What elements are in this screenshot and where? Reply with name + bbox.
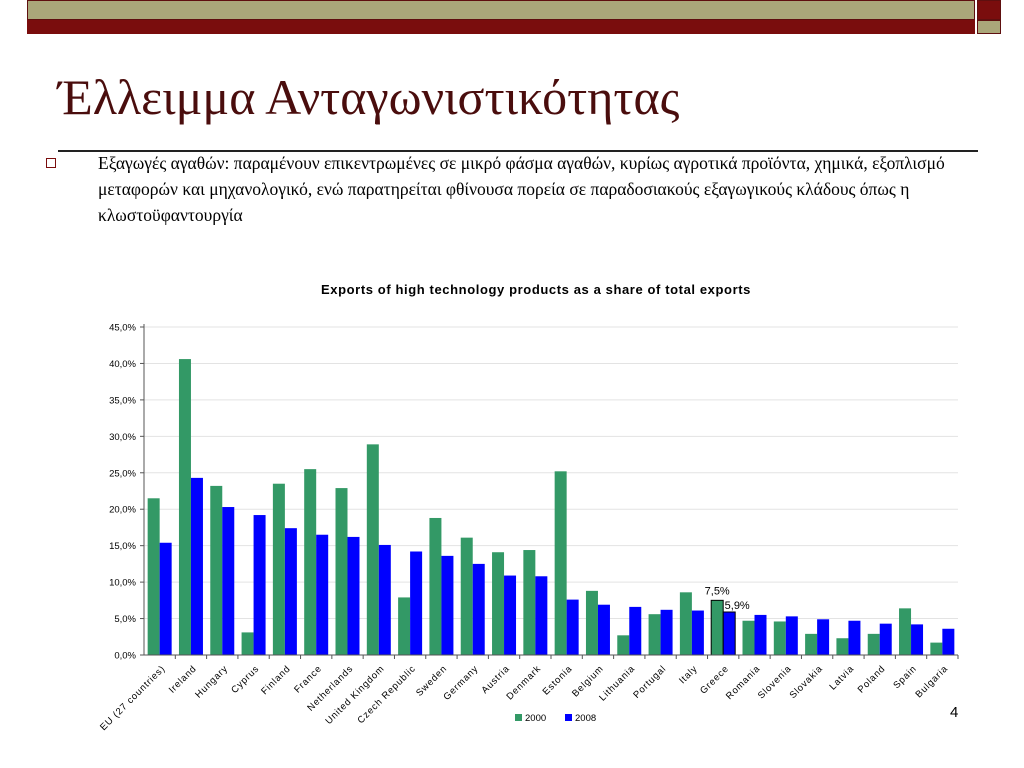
- bar-2008: [253, 515, 266, 655]
- x-tick-label: Denmark: [504, 663, 543, 702]
- y-tick-label: 30,0%: [109, 432, 136, 443]
- x-tick-label: Slovakia: [788, 663, 826, 701]
- y-tick-label: 10,0%: [109, 578, 136, 589]
- bar-2008: [410, 551, 423, 655]
- bar-2008: [566, 599, 579, 655]
- y-tick-label: 0,0%: [114, 651, 136, 662]
- legend-swatch-2000: [515, 714, 522, 721]
- bar-2008: [754, 614, 767, 655]
- header-accent-square: [977, 20, 1001, 34]
- bar-2000: [178, 359, 191, 655]
- bar-2000: [272, 483, 285, 655]
- bar-2008: [535, 576, 548, 655]
- bar-2008: [629, 606, 642, 655]
- chart-title: Exports of high technology products as a…: [321, 282, 751, 297]
- bar-2000: [585, 590, 598, 655]
- bar-2008: [597, 604, 610, 655]
- bar-2008: [378, 544, 391, 655]
- bar-2000: [617, 635, 630, 655]
- bar-2000: [366, 444, 379, 655]
- bar-2000: [523, 550, 536, 655]
- y-tick-label: 15,0%: [109, 541, 136, 552]
- legend-swatch-2008: [565, 714, 572, 721]
- header-decor-band: [27, 0, 975, 20]
- bar-2008: [785, 616, 798, 655]
- bar-2000: [554, 471, 567, 655]
- x-tick-label: Bulgaria: [914, 663, 951, 700]
- bar-2008: [722, 611, 736, 656]
- legend-label-2008: 2008: [575, 713, 596, 724]
- x-tick-label: Poland: [856, 663, 888, 695]
- x-tick-label: Latvia: [827, 663, 856, 692]
- bar-2000: [679, 592, 692, 655]
- bar-2000: [836, 638, 849, 655]
- bar-2008: [441, 555, 454, 655]
- x-tick-label: Finland: [259, 663, 293, 697]
- bar-2000: [210, 485, 223, 655]
- bar-2000: [398, 597, 411, 655]
- bar-2000: [742, 620, 755, 655]
- bar-2000: [304, 469, 317, 655]
- x-tick-label: Portugal: [631, 663, 668, 700]
- x-tick-label: Italy: [677, 663, 700, 686]
- title-divider: [58, 150, 978, 152]
- y-tick-label: 20,0%: [109, 505, 136, 516]
- bar-2008: [691, 610, 704, 655]
- y-tick-label: 5,0%: [114, 614, 136, 625]
- bar-2000: [805, 633, 818, 655]
- bar-2000: [773, 621, 786, 655]
- y-tick-label: 35,0%: [109, 395, 136, 406]
- bar-2000: [492, 552, 505, 655]
- x-tick-label: Spain: [891, 663, 919, 691]
- x-tick-label: Czech Republic: [355, 663, 418, 726]
- y-tick-label: 45,0%: [109, 323, 136, 334]
- x-tick-label: Romania: [724, 663, 763, 702]
- y-tick-label: 25,0%: [109, 468, 136, 479]
- x-tick-label: Cyprus: [229, 663, 261, 695]
- bar-2008: [222, 507, 235, 655]
- bar-2008: [316, 534, 329, 655]
- x-tick-label: Hungary: [193, 663, 230, 700]
- bar-2000: [930, 642, 943, 655]
- y-tick-label: 40,0%: [109, 359, 136, 370]
- bar-2008: [190, 477, 203, 655]
- bar-2008: [911, 624, 924, 655]
- square-bullet-icon: [46, 158, 56, 168]
- page-number: 4: [950, 704, 959, 721]
- bar-2008: [504, 575, 517, 655]
- header-accent-bar: [27, 20, 975, 34]
- header-decor-square: [977, 0, 1001, 20]
- bar-2008: [347, 536, 360, 655]
- slide-title: Έλλειμμα Ανταγωνιστικότητας: [58, 69, 680, 125]
- bar-2008: [284, 528, 297, 655]
- bar-2000: [648, 614, 661, 655]
- bar-2000: [241, 632, 254, 655]
- data-label: 7,5%: [705, 585, 730, 597]
- exports-chart: Exports of high technology products as a…: [98, 282, 959, 733]
- data-label: 5,9%: [725, 600, 750, 612]
- bar-2000: [867, 633, 880, 655]
- bar-2000: [429, 517, 442, 655]
- bar-2000: [460, 537, 473, 655]
- bar-2008: [879, 623, 892, 655]
- bullet-text: Εξαγωγές αγαθών: παραμένουν επικεντρωμέν…: [98, 153, 945, 225]
- x-tick-label: EU (27 countries): [98, 663, 168, 733]
- bar-2008: [660, 609, 673, 655]
- bar-2008: [472, 563, 485, 655]
- bar-2008: [848, 620, 861, 655]
- bar-2008: [942, 628, 955, 655]
- bar-2008: [159, 542, 172, 655]
- bar-2000: [147, 498, 160, 655]
- bar-2000: [335, 488, 348, 655]
- bar-2000: [899, 608, 912, 655]
- legend-label-2000: 2000: [525, 713, 546, 724]
- x-tick-label: Slovenia: [756, 663, 794, 701]
- bar-2008: [817, 619, 830, 655]
- bar-2000: [710, 599, 724, 656]
